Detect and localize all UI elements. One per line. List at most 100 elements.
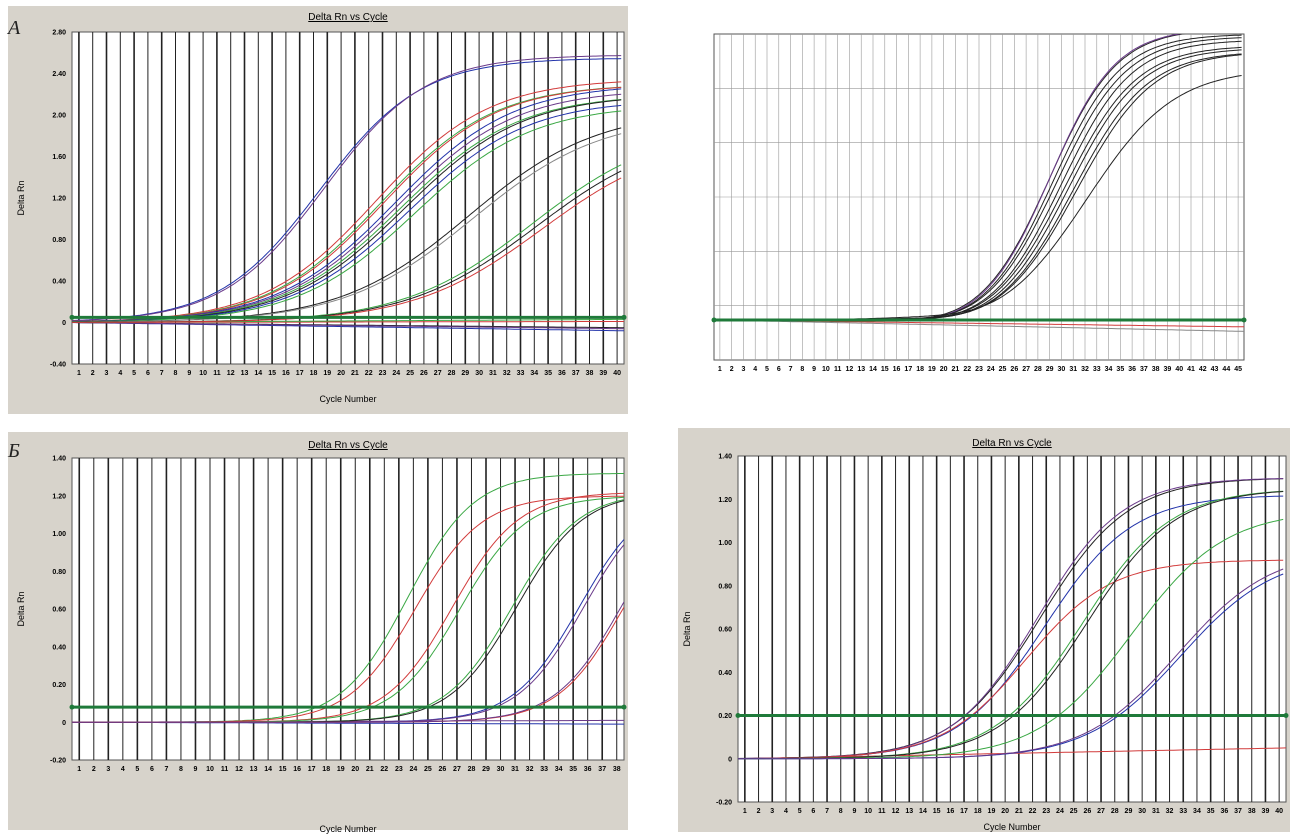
x-tick-label: 33 [1179, 808, 1187, 815]
x-tick-label: 38 [1152, 366, 1160, 373]
x-tick-label: 23 [975, 366, 983, 373]
x-tick-label: 9 [187, 370, 191, 377]
x-tick-label: 20 [940, 366, 948, 373]
x-tick-label: 9 [194, 766, 198, 773]
x-tick-label: 25 [999, 366, 1007, 373]
x-tick-label: 32 [503, 370, 511, 377]
x-tick-label: 18 [916, 366, 924, 373]
x-tick-label: 10 [199, 370, 207, 377]
x-tick-label: 30 [1138, 808, 1146, 815]
x-tick-label: 31 [511, 766, 519, 773]
plot-area [71, 457, 625, 761]
y-tick-label: 0 [728, 756, 732, 763]
x-tick-label: 11 [221, 766, 229, 773]
y-tick-label: -0.20 [50, 758, 66, 765]
x-tick-label: 4 [784, 808, 788, 815]
chart-panel-a-right: 1 2 3 4 5 6 7 8 9 10 11 12 13 14 15 16 17 18 19 20 21 22 23 24 2… [711, 33, 1247, 373]
panel-label-a: А [6, 17, 21, 39]
x-tick-label: 12 [846, 366, 854, 373]
x-tick-label: 27 [1097, 808, 1105, 815]
x-axis-title: Cycle Number [319, 394, 376, 404]
x-tick-label: 29 [1125, 808, 1133, 815]
x-tick-label: 39 [1262, 808, 1270, 815]
x-tick-label: 24 [392, 370, 400, 377]
x-tick-label: 13 [241, 370, 249, 377]
x-tick-label: 45 [1234, 366, 1242, 373]
y-tick-label: 0.20 [52, 682, 66, 689]
x-tick-label: 26 [1083, 808, 1091, 815]
x-tick-label: 32 [1166, 808, 1174, 815]
x-tick-label: 12 [892, 808, 900, 815]
amplification-curve [72, 58, 622, 321]
x-tick-label: 14 [254, 370, 262, 377]
x-tick-label: 33 [1093, 366, 1101, 373]
x-tick-label: 4 [753, 366, 757, 373]
y-tick-label: 0.40 [52, 644, 66, 651]
x-tick-label: 30 [497, 766, 505, 773]
x-tick-label: 22 [365, 370, 373, 377]
series-group [72, 473, 624, 725]
x-tick-label: 7 [160, 370, 164, 377]
threshold-handle-left [69, 314, 75, 320]
x-tick-label: 5 [135, 766, 139, 773]
x-tick-label: 26 [1010, 366, 1018, 373]
x-axis-title: Cycle Number [983, 822, 1040, 832]
x-tick-label: 3 [106, 766, 110, 773]
x-tick-label: 38 [1248, 808, 1256, 815]
x-tick-label: 12 [227, 370, 235, 377]
x-tick-label: 22 [1029, 808, 1037, 815]
x-tick-label: 4 [121, 766, 125, 773]
threshold-handle-right [621, 704, 627, 710]
x-tick-label: 4 [118, 370, 122, 377]
x-tick-label: 26 [439, 766, 447, 773]
x-tick-label: 44 [1222, 366, 1230, 373]
x-tick-label: 18 [322, 766, 330, 773]
x-tick-label: 2 [92, 766, 96, 773]
y-tick-label: 1.00 [718, 540, 732, 547]
y-tick-label: 0.80 [52, 237, 66, 244]
x-tick-label: 41 [1187, 366, 1195, 373]
x-tick-label: 17 [904, 366, 912, 373]
x-tick-label: 39 [1164, 366, 1172, 373]
y-tick-label: -0.20 [716, 800, 732, 807]
amplification-curve [72, 133, 622, 323]
x-tick-label: 3 [741, 366, 745, 373]
x-tick-label: 11 [878, 808, 886, 815]
chart-title: Delta Rn vs Cycle [972, 438, 1052, 449]
y-tick-label: 1.40 [52, 456, 66, 463]
x-tick-label: 31 [1152, 808, 1160, 815]
chart-title: Delta Rn vs Cycle [308, 440, 388, 451]
y-tick-label: 0.40 [52, 279, 66, 286]
y-tick-label: 1.00 [52, 531, 66, 538]
x-tick-label: 23 [1042, 808, 1050, 815]
x-tick-label: 8 [179, 766, 183, 773]
x-tick-label: 19 [988, 808, 996, 815]
x-tick-label: 24 [1056, 808, 1064, 815]
x-tick-label: 14 [919, 808, 927, 815]
x-tick-label: 13 [250, 766, 258, 773]
x-tick-label: 35 [544, 370, 552, 377]
x-tick-label: 1 [718, 366, 722, 373]
y-tick-label: 1.20 [52, 196, 66, 203]
x-tick-label: 38 [613, 766, 621, 773]
y-tick-label: 2.40 [52, 71, 66, 78]
x-tick-label: 13 [905, 808, 913, 815]
chart-panel-a-left: 2.802.402.001.601.200.800.400-0.401 2 3 4 5 6… [8, 6, 628, 414]
x-tick-label: 37 [572, 370, 580, 377]
x-tick-label: 35 [569, 766, 577, 773]
x-tick-label: 1 [77, 370, 81, 377]
x-tick-label: 8 [174, 370, 178, 377]
plot-area [737, 455, 1287, 803]
y-tick-label: 0.60 [718, 627, 732, 634]
flat-series-line [72, 322, 624, 330]
x-tick-label: 16 [282, 370, 290, 377]
x-tick-label: 17 [308, 766, 316, 773]
x-tick-label: 32 [1081, 366, 1089, 373]
y-tick-label: 0.60 [52, 607, 66, 614]
x-tick-label: 15 [933, 808, 941, 815]
y-tick-label: 0.80 [52, 569, 66, 576]
x-tick-label: 11 [834, 366, 842, 373]
y-tick-label: 1.20 [52, 493, 66, 500]
x-tick-label: 18 [974, 808, 982, 815]
threshold-handle-left [735, 713, 741, 718]
